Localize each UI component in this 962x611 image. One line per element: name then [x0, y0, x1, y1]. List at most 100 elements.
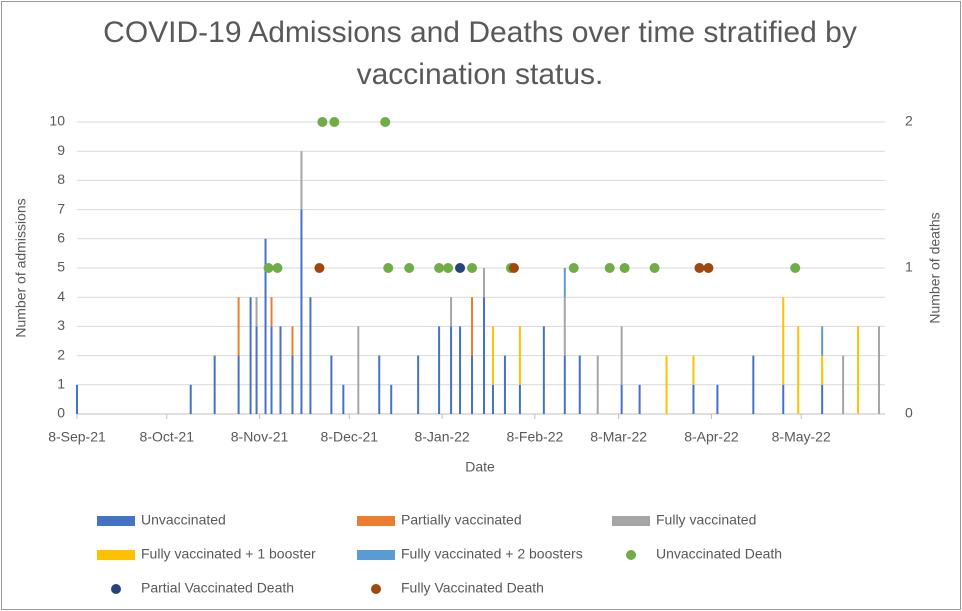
bar	[471, 355, 474, 414]
x-tick-label: 8-Jan-22	[414, 429, 469, 445]
x-tick-label: 8-Nov-21	[231, 429, 289, 445]
y-tick-label: 1	[57, 376, 65, 392]
x-axis-title: Date	[465, 459, 495, 475]
bar	[797, 326, 800, 414]
legend-label: Partial Vaccinated Death	[141, 580, 294, 596]
legend-swatch	[371, 584, 381, 594]
y-tick-label: 6	[57, 230, 65, 246]
bar	[503, 355, 506, 414]
bar	[692, 384, 695, 414]
death-point	[329, 117, 340, 127]
y-tick-label: 3	[57, 317, 65, 333]
bar	[378, 355, 381, 414]
bar	[300, 209, 303, 414]
bar	[596, 355, 599, 414]
y-tick-label: 0	[57, 405, 65, 421]
bar	[491, 384, 494, 414]
x-tick-label: 8-Apr-22	[684, 429, 739, 445]
bar	[342, 384, 345, 414]
bar	[482, 297, 485, 414]
legend-swatch	[612, 516, 650, 526]
bar	[482, 268, 485, 298]
bar	[291, 326, 294, 356]
y-tick-label: 9	[57, 142, 65, 158]
death-point	[263, 263, 274, 273]
legend-label: Unvaccinated Death	[656, 546, 782, 562]
death-point	[314, 263, 325, 273]
bar	[390, 384, 393, 414]
bar	[330, 355, 333, 414]
bar	[518, 326, 521, 385]
death-point	[317, 117, 328, 127]
death-point	[404, 263, 415, 273]
death-point	[443, 263, 454, 273]
y-tick-label: 5	[57, 259, 65, 275]
death-point	[568, 263, 579, 273]
legend-label: Fully vaccinated	[656, 512, 756, 528]
x-tick-label: 8-Dec-21	[321, 429, 379, 445]
bar	[563, 355, 566, 414]
legend-swatch	[357, 516, 395, 526]
bar	[563, 297, 566, 356]
y2-tick-label: 0	[905, 405, 913, 421]
death-point	[790, 263, 801, 273]
y2-tick-label: 2	[905, 113, 913, 129]
bar	[270, 297, 273, 327]
y-axis-title: Number of admissions	[13, 198, 29, 337]
bar	[821, 384, 824, 414]
death-point	[619, 263, 630, 273]
legend-swatch	[97, 550, 135, 560]
death-point	[434, 263, 445, 273]
legend-swatch	[626, 550, 636, 560]
legend-label: Fully vaccinated + 1 booster	[141, 546, 316, 562]
bar	[578, 355, 581, 414]
bar	[270, 326, 273, 414]
legend-label: Fully vaccinated + 2 boosters	[401, 546, 583, 562]
death-point	[467, 263, 478, 273]
death-point	[383, 263, 394, 273]
y-tick-label: 8	[57, 171, 65, 187]
bar	[692, 355, 695, 385]
bar	[782, 384, 785, 414]
x-tick-label: 8-Feb-22	[506, 429, 563, 445]
bar	[450, 297, 453, 327]
bar	[752, 355, 755, 414]
chart-title: COVID-19 Admissions and Deaths over time…	[103, 16, 857, 91]
x-tick-label: 8-May-22	[772, 429, 831, 445]
death-point	[272, 263, 283, 273]
legend-label: Fully Vaccinated Death	[401, 580, 544, 596]
y-tick-label: 7	[57, 200, 65, 216]
bar	[665, 355, 668, 414]
bar	[450, 326, 453, 414]
y-tick-label: 10	[49, 113, 65, 129]
bar	[857, 326, 860, 414]
bar	[842, 355, 845, 414]
bar	[438, 326, 441, 414]
bar	[620, 326, 623, 385]
y2-axis-title: Number of deaths	[927, 212, 943, 323]
bar	[279, 326, 282, 414]
bar	[620, 384, 623, 414]
bar	[542, 326, 545, 414]
bar	[716, 384, 719, 414]
legend-swatch	[111, 584, 121, 594]
bar	[237, 355, 240, 414]
death-point	[649, 263, 660, 273]
bar	[264, 238, 267, 414]
x-tick-label: 8-Oct-21	[140, 429, 195, 445]
bar	[291, 355, 294, 414]
bar	[782, 297, 785, 385]
bar	[76, 384, 78, 414]
bar	[459, 326, 462, 414]
death-point	[508, 263, 519, 273]
bar	[255, 326, 258, 414]
y2-tick-label: 1	[905, 259, 913, 275]
bar	[471, 297, 474, 356]
legend-label: Partially vaccinated	[401, 512, 522, 528]
bar	[518, 384, 521, 414]
bar	[255, 297, 258, 327]
bar	[309, 297, 312, 414]
